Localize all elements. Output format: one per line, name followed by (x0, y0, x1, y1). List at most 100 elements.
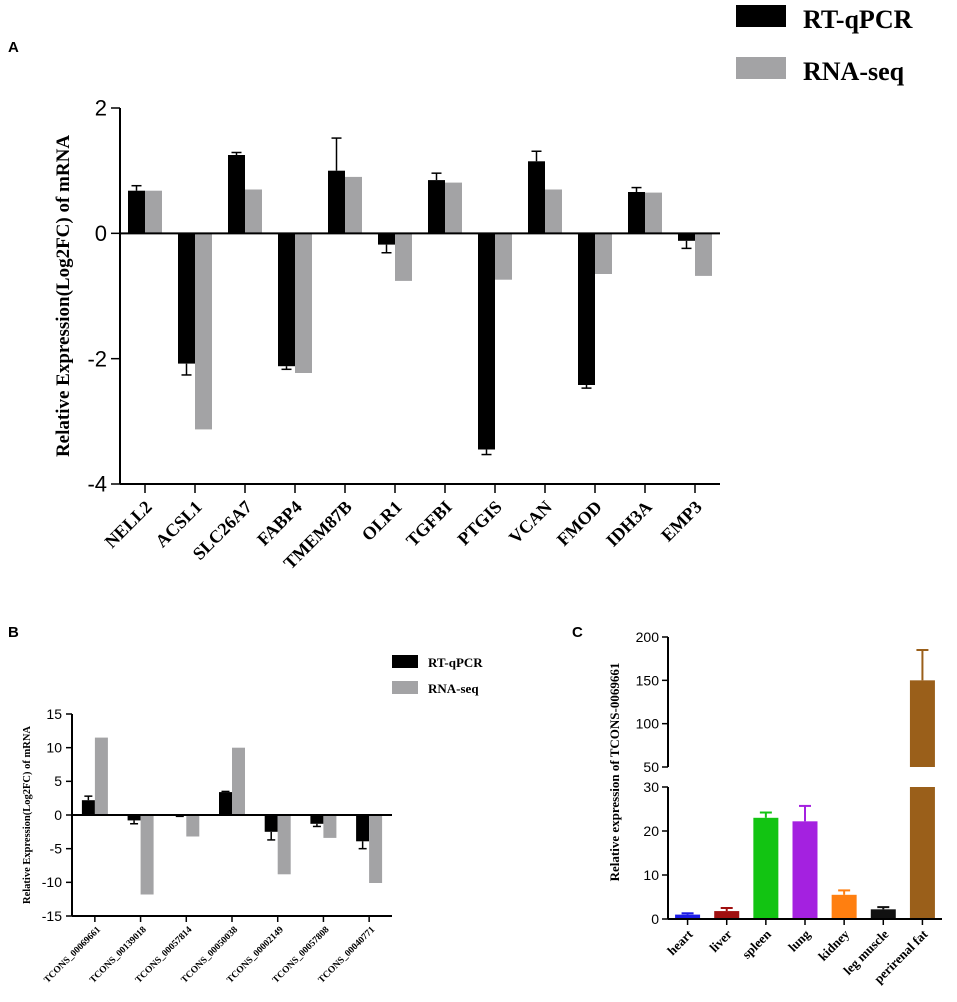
bar-a-rnaseq-5 (395, 233, 412, 281)
bar-a-rnaseq-2 (245, 189, 262, 234)
bar-b-rnaseq-1 (140, 815, 154, 895)
chart-b-ytick-label-0: -15 (42, 908, 62, 924)
bar-c-4 (831, 894, 857, 919)
errorbar-a-7 (481, 449, 492, 456)
bar-b-rnaseq-4 (277, 815, 291, 875)
chart-c-upper-ytick-label-0: 50 (643, 759, 659, 775)
errorbar-a-10 (631, 186, 642, 192)
chart-a-ylabel: Relative Expression(Log2FC) of mRNA (53, 135, 74, 457)
chart-b-ytick-label-1: -10 (42, 874, 62, 890)
legend-b-label-rtqpcr: RT-qPCR (428, 655, 483, 670)
bar-c-3 (792, 821, 818, 919)
bar-b-rnaseq-5 (323, 815, 337, 838)
bar-a-rtqpcr-7 (478, 233, 495, 450)
chart-c-upper-ytick-label-3: 200 (636, 629, 660, 645)
errorbar-b-0 (84, 795, 93, 801)
chart-a-ytick-label-3: 2 (95, 96, 107, 121)
errorbar-a-5 (381, 244, 392, 254)
panel-label-b: B (8, 624, 19, 641)
bar-b-rtqpcr-1 (127, 815, 141, 821)
chart-b-ytick-label-6: 15 (46, 706, 62, 722)
bar-c-5 (870, 909, 896, 919)
bar-c-2 (753, 817, 779, 919)
errorbar-c-5 (877, 906, 890, 910)
chart-c-lower-ytick-label-0: 0 (651, 911, 659, 927)
bar-c-6 (909, 680, 935, 919)
bar-a-rnaseq-4 (345, 176, 362, 234)
legend-a-swatch-rnaseq (736, 57, 786, 79)
errorbar-a-0 (131, 184, 142, 191)
errorbar-c-1 (720, 907, 733, 912)
chart-c-ylabel: Relative expression of TCONS-0069661 (607, 663, 622, 882)
errorbar-b-4 (267, 831, 276, 841)
chart-b-ylabel: Relative Expression(Log2FC) of mRNA (22, 726, 33, 904)
chart-a-xtick-label-9: FMOD (553, 497, 606, 550)
bar-c-1 (714, 911, 740, 919)
chart-a-legend: RT-qPCR RNA-seq (736, 5, 913, 86)
bar-a-rtqpcr-2 (228, 155, 245, 234)
legend-b-swatch-rnaseq (392, 681, 418, 694)
chart-c-xtick-label-2: spleen (739, 926, 775, 962)
chart-c-xtick-label-1: liver (706, 926, 735, 955)
errorbar-a-1 (181, 363, 192, 376)
errorbar-a-3 (281, 366, 292, 371)
chart-a-xtick-label-0: NELL2 (101, 497, 156, 552)
bar-b-rnaseq-0 (94, 737, 108, 815)
chart-b-ytick-label-2: -5 (50, 841, 63, 857)
errorbar-b-3 (221, 790, 230, 793)
legend-a-label-rnaseq: RNA-seq (803, 57, 905, 86)
chart-c: Relative expression of TCONS-0069661 0 10… (607, 629, 942, 986)
chart-c-upper-ytick-label-1: 100 (636, 716, 660, 732)
errorbar-c-4 (838, 889, 851, 895)
bar-b-rtqpcr-4 (264, 815, 278, 832)
chart-a-ytick-label-0: -4 (87, 472, 107, 497)
bar-a-rnaseq-11 (695, 233, 712, 276)
chart-b-legend: RT-qPCR RNA-seq (392, 655, 483, 696)
bar-a-rtqpcr-0 (128, 190, 145, 234)
legend-a-swatch-rtqpcr (736, 5, 786, 27)
chart-b-ytick-label-5: 10 (46, 740, 62, 756)
chart-c-xtick-label-0: heart (664, 926, 696, 958)
chart-a: RT-qPCR RNA-seq Relative Expression(Log2… (53, 5, 913, 573)
chart-c-xtick-label-3: lung (785, 926, 813, 954)
bar-b-rnaseq-3 (232, 747, 245, 815)
chart-c-lower-ytick-label-2: 20 (643, 823, 659, 839)
errorbar-b-1 (130, 820, 139, 825)
bar-a-rtqpcr-4 (328, 170, 345, 234)
errorbar-a-4 (331, 137, 342, 171)
chart-a-xtick-label-6: TGFBI (402, 497, 456, 551)
bar-b-rnaseq-2 (186, 815, 200, 837)
bar-b-rtqpcr-3 (219, 792, 232, 815)
bar-a-rnaseq-8 (545, 189, 562, 234)
panel-label-a: A (8, 39, 19, 56)
bar-b-rtqpcr-5 (310, 815, 324, 824)
chart-b: RT-qPCR RNA-seq Relative Expression(Log2… (22, 655, 483, 985)
errorbar-c-3 (799, 804, 811, 822)
bar-c-0 (675, 914, 701, 919)
bar-a-rtqpcr-11 (678, 233, 695, 241)
bar-a-rtqpcr-3 (278, 233, 295, 367)
chart-a-xtick-label-8: VCAN (505, 497, 556, 548)
errorbar-c-6 (916, 649, 929, 681)
bar-a-rtqpcr-6 (428, 180, 445, 234)
bar-a-rnaseq-0 (145, 190, 162, 234)
bar-a-rtqpcr-9 (578, 233, 595, 385)
chart-a-ytick-label-1: -2 (87, 346, 107, 371)
chart-b-ytick-label-3: 0 (54, 807, 62, 823)
bar-a-rnaseq-1 (195, 233, 212, 430)
panel-label-c: C (572, 624, 583, 641)
legend-a-label-rtqpcr: RT-qPCR (803, 5, 913, 34)
bar-a-rnaseq-6 (445, 182, 462, 234)
legend-b-swatch-rtqpcr (392, 655, 418, 668)
chart-c-lower-ytick-label-1: 10 (643, 867, 659, 883)
bar-b-rtqpcr-0 (81, 800, 95, 815)
bar-a-rnaseq-3 (295, 233, 312, 373)
chart-c-lower-ytick-label-3: 30 (643, 779, 659, 795)
bar-a-rtqpcr-1 (178, 233, 195, 364)
errorbar-a-2 (231, 151, 242, 155)
bar-a-rtqpcr-8 (528, 161, 545, 234)
chart-c-upper-ytick-label-2: 150 (636, 672, 660, 688)
chart-a-xtick-label-7: PTGIS (453, 497, 505, 549)
bar-a-rtqpcr-10 (628, 192, 645, 234)
